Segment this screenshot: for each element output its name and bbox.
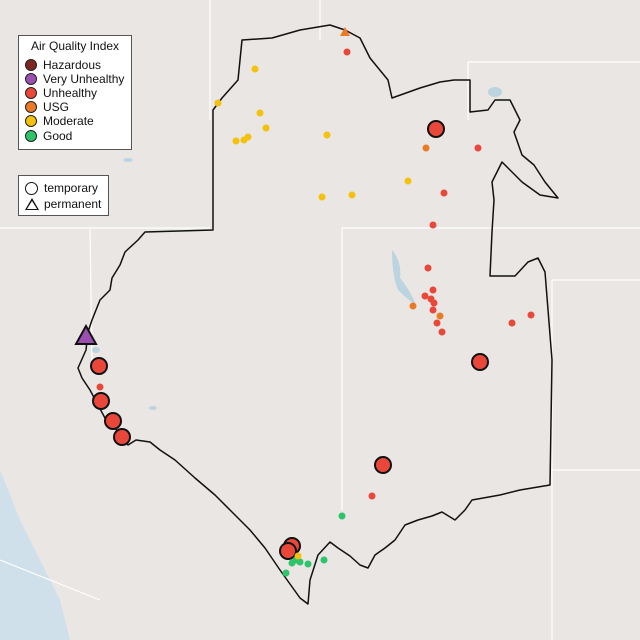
station-marker[interactable]: [251, 65, 259, 73]
station-marker[interactable]: [429, 221, 437, 229]
good-swatch: [25, 130, 37, 142]
station-marker[interactable]: [318, 193, 326, 201]
station-marker[interactable]: [404, 177, 412, 185]
monitor-type-legend: temporary permanent: [18, 175, 109, 216]
ocean: [0, 470, 70, 640]
aqi-legend-title: Air Quality Index: [31, 39, 120, 53]
station-marker[interactable]: [508, 319, 516, 327]
station-marker[interactable]: [282, 569, 290, 577]
station-marker[interactable]: [421, 292, 429, 300]
station-marker[interactable]: [424, 264, 432, 272]
station-marker[interactable]: [368, 492, 376, 500]
legend-item-label: Good: [43, 129, 73, 143]
station-marker[interactable]: [320, 556, 328, 564]
station-marker[interactable]: [471, 353, 489, 371]
station-marker[interactable]: [262, 124, 270, 132]
station-marker[interactable]: [296, 558, 304, 566]
station-marker[interactable]: [429, 286, 437, 294]
station-marker[interactable]: [427, 120, 445, 138]
station-marker[interactable]: [288, 559, 296, 567]
legend-item-label: USG: [43, 100, 70, 114]
station-marker[interactable]: [90, 357, 108, 375]
station-marker[interactable]: [340, 27, 350, 36]
aqi-legend: Air Quality Index Hazardous Very Unhealt…: [18, 35, 132, 150]
station-marker[interactable]: [409, 302, 417, 310]
station-marker[interactable]: [343, 48, 351, 56]
legend-item-usg: USG: [25, 100, 69, 114]
station-marker[interactable]: [113, 428, 131, 446]
legend-item-very-unhealthy: Very Unhealthy: [25, 72, 124, 86]
station-marker[interactable]: [279, 542, 297, 560]
station-marker[interactable]: [338, 512, 346, 520]
moderate-swatch: [25, 115, 37, 127]
station-marker[interactable]: [527, 311, 535, 319]
unhealthy-swatch: [25, 87, 37, 99]
station-marker[interactable]: [348, 191, 356, 199]
station-marker[interactable]: [436, 312, 444, 320]
legend-item-label: permanent: [44, 197, 102, 211]
station-marker[interactable]: [96, 383, 104, 391]
legend-item-moderate: Moderate: [25, 114, 94, 128]
legend-item-permanent: permanent: [25, 197, 101, 211]
station-marker[interactable]: [104, 412, 122, 430]
station-marker[interactable]: [374, 456, 392, 474]
legend-item-label: temporary: [44, 181, 99, 195]
legend-item-label: Hazardous: [43, 58, 102, 72]
station-marker[interactable]: [440, 189, 448, 197]
station-marker[interactable]: [256, 109, 264, 117]
legend-item-good: Good: [25, 129, 72, 143]
legend-item-temporary: temporary: [25, 181, 98, 195]
legend-item-unhealthy: Unhealthy: [25, 86, 97, 100]
permanent-station-marker[interactable]: [74, 323, 98, 345]
circle-icon: [25, 181, 38, 195]
triangle-icon: [25, 198, 39, 210]
usg-swatch: [25, 101, 37, 113]
station-marker[interactable]: [422, 144, 430, 152]
station-marker[interactable]: [214, 99, 222, 107]
legend-item-label: Very Unhealthy: [43, 72, 125, 86]
legend-item-hazardous: Hazardous: [25, 58, 101, 72]
station-marker[interactable]: [323, 131, 331, 139]
station-marker[interactable]: [304, 560, 312, 568]
station-marker[interactable]: [92, 392, 110, 410]
station-marker[interactable]: [294, 552, 302, 560]
legend-item-label: Moderate: [43, 114, 94, 128]
hazardous-swatch: [25, 59, 37, 71]
station-marker[interactable]: [433, 319, 441, 327]
lakes: [92, 87, 502, 410]
very-unhealthy-swatch: [25, 73, 37, 85]
station-marker[interactable]: [244, 133, 252, 141]
legend-item-label: Unhealthy: [43, 86, 98, 100]
station-marker[interactable]: [430, 299, 438, 307]
station-marker[interactable]: [474, 144, 482, 152]
station-marker[interactable]: [429, 306, 437, 314]
station-marker[interactable]: [438, 328, 446, 336]
station-marker[interactable]: [232, 137, 240, 145]
